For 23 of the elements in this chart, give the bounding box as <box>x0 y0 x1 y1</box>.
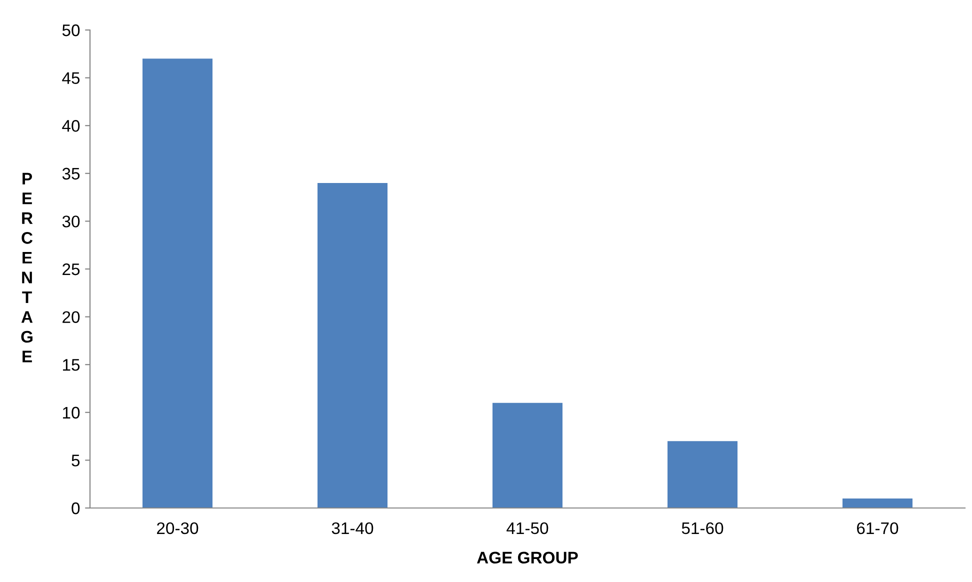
y-tick-label: 20 <box>62 311 80 324</box>
y-tick-label: 10 <box>63 406 80 419</box>
text: PERCENTAGE <box>21 172 33 362</box>
x-axis-title: AGE GROUP <box>476 552 578 564</box>
x-tick-label: 41-50 <box>506 522 548 534</box>
x-tick-label: 51-60 <box>682 522 724 534</box>
bar <box>318 182 388 508</box>
y-tick-label: 0 <box>72 502 80 514</box>
bar <box>842 498 912 508</box>
y-tick-label: 40 <box>62 120 80 132</box>
y-tick-label: 30 <box>62 216 80 228</box>
x-tick-label: 20-30 <box>157 522 198 534</box>
y-tick-label: 45 <box>62 72 80 84</box>
bar <box>142 58 212 508</box>
y-tick-label: 15 <box>63 359 80 371</box>
bar <box>492 402 562 508</box>
y-tick-label: 50 <box>62 24 80 36</box>
x-tick-label: 31-40 <box>332 522 374 534</box>
x-tick-label: 61-70 <box>857 522 898 534</box>
y-tick-label: 5 <box>72 454 80 466</box>
y-tick-label: 35 <box>62 168 80 180</box>
y-tick-label: 25 <box>62 263 80 276</box>
bar <box>668 441 738 508</box>
